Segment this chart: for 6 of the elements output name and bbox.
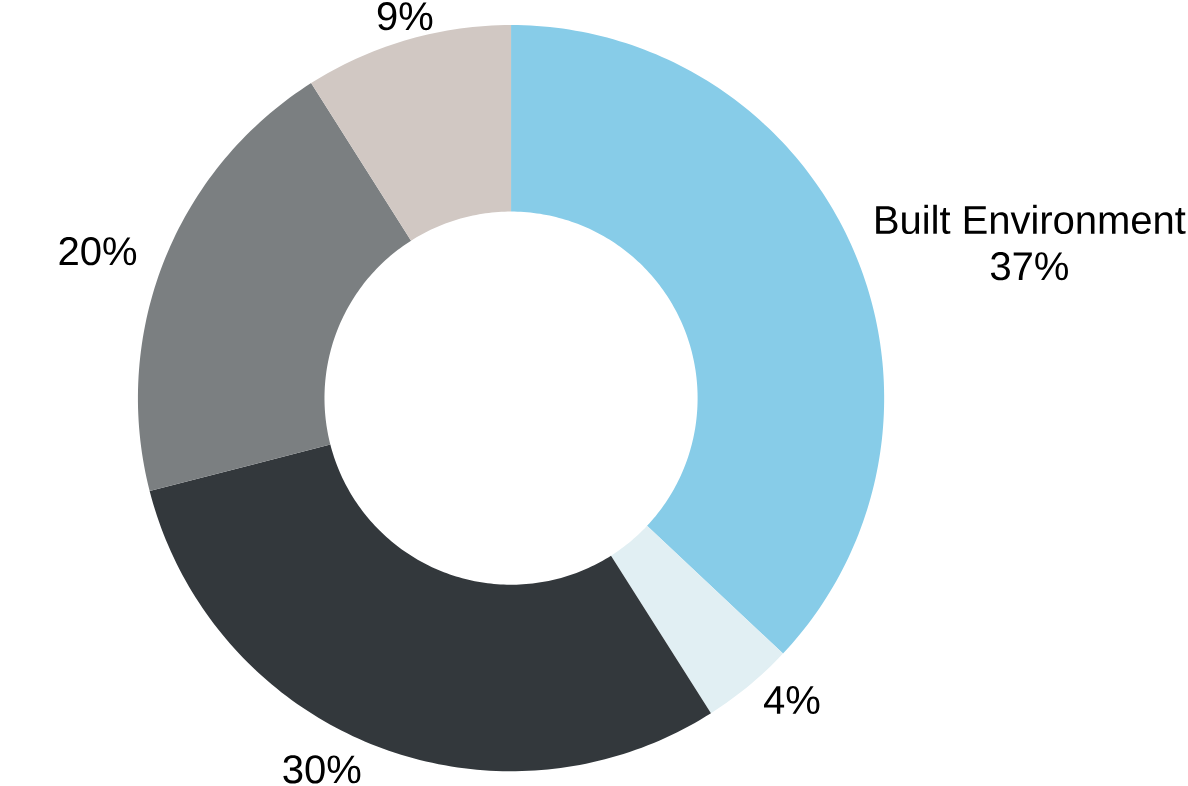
data-label: 30% [283, 755, 361, 784]
data-label: 37% [990, 252, 1068, 281]
data-label: 20% [59, 237, 137, 266]
slice-label: Built Environment [876, 204, 1186, 235]
data-label: 4% [764, 686, 820, 715]
data-label: 9% [377, 2, 433, 31]
